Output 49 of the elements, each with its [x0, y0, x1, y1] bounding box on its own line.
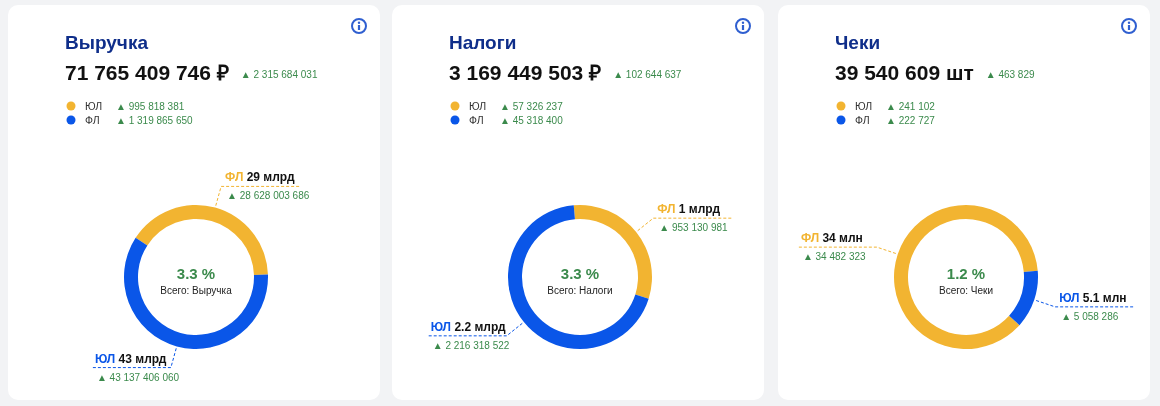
chart-title: Налоги [449, 32, 517, 53]
data-label: 34 млн [819, 231, 863, 246]
slice-label: ФЛ [657, 202, 676, 217]
chart-title: Выручка [65, 32, 149, 53]
text: ЮЛ [469, 100, 487, 112]
slice-label: ЮЛ [94, 351, 116, 366]
text: Всего: Налоги [547, 285, 613, 296]
slice-label: ЮЛ [1059, 290, 1080, 305]
text: ▲ 241 102 [886, 101, 936, 112]
text: ФЛ [469, 114, 484, 126]
text: 3.3 % [560, 265, 600, 282]
text: ▲ 2 315 684 031 [240, 69, 318, 80]
donut-slice [124, 237, 268, 349]
text: ▲ 463 829 [985, 69, 1035, 80]
text: 1.2 % [946, 265, 986, 282]
text: ▲ 34 482 323 [802, 251, 867, 263]
text: ▲ 45 318 400 [500, 115, 564, 126]
text: ▲ 953 130 981 [659, 222, 729, 234]
text: ▲ 1 319 865 650 [116, 115, 194, 126]
text: Всего: Выручка [160, 285, 233, 296]
data-label: 5.1 млн [1079, 290, 1127, 305]
text: ▲ 102 644 637 [613, 69, 682, 80]
text: ФЛ [85, 114, 100, 126]
donut-slice [1009, 270, 1038, 326]
donut-slice [894, 205, 1038, 349]
text: 3.3 % [176, 265, 216, 282]
text: ▲ 43 137 406 060 [96, 371, 180, 383]
chart-subtitle: 3 169 449 503 ₽ [449, 61, 602, 84]
text: Всего: Чеки [939, 285, 993, 296]
data-label: 2.2 млрд [451, 319, 506, 334]
text: ▲ 2 216 318 522 [432, 339, 510, 351]
slice-label: ФЛ [800, 231, 820, 246]
data-label: 29 млрд [243, 170, 295, 185]
data-label: 1 млрд [675, 202, 721, 217]
text: ▲ 222 727 [886, 115, 936, 126]
text: ▲ 5 058 286 [1061, 310, 1119, 322]
chart-subtitle: 39 540 609 шт [835, 61, 974, 84]
data-label: 43 млрд [115, 351, 167, 366]
text: ЮЛ [855, 100, 873, 112]
text: ▲ 57 326 237 [500, 101, 564, 112]
slice-label: ЮЛ [430, 319, 452, 334]
chart-subtitle: 71 765 409 746 ₽ [65, 61, 229, 84]
text: ▲ 28 628 003 686 [227, 190, 310, 202]
slice-label: ФЛ [225, 170, 244, 185]
chart-title: Чеки [835, 32, 881, 53]
text: ФЛ [855, 114, 870, 126]
donut-slice [508, 205, 649, 349]
text: ЮЛ [85, 100, 103, 112]
text: ▲ 995 818 381 [116, 101, 185, 112]
